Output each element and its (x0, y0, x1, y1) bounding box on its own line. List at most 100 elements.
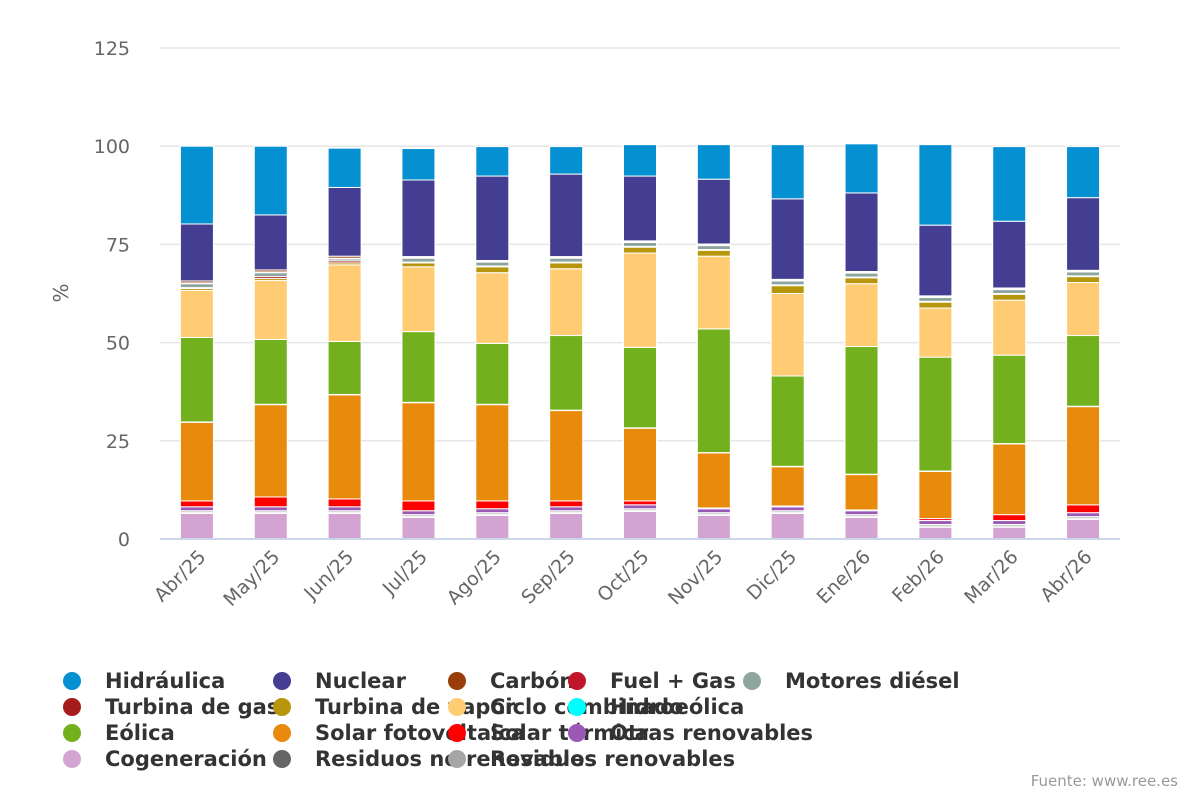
bar-segment (696, 249, 731, 257)
legend-item[interactable]: Solar fotovoltaica (265, 720, 525, 746)
legend-item[interactable]: Hidroeólica (560, 694, 744, 720)
y-tick-label: 50 (106, 333, 130, 355)
bar-segment (844, 474, 879, 511)
legend-item[interactable] (735, 720, 935, 746)
bar-segment (179, 145, 214, 225)
y-axis-ticks: 0 25 50 75 100 125 (94, 38, 130, 551)
bar-segment (696, 255, 731, 330)
bar-segment (475, 146, 510, 177)
y-tick-label: 0 (118, 529, 130, 551)
y-tick-label: 100 (94, 136, 130, 158)
bar-segment (179, 421, 214, 502)
bar-segment (179, 336, 214, 423)
legend-item[interactable]: Otras renovables (560, 720, 813, 746)
y-axis-label: % (49, 283, 73, 302)
legend-marker-icon (63, 724, 81, 742)
legend-item[interactable]: Motores diésel (735, 668, 960, 694)
bar-segment (327, 340, 362, 395)
bar-segment (1066, 518, 1101, 540)
legend-marker-icon (273, 750, 291, 768)
bar-segment (401, 262, 436, 268)
bar-segment (623, 144, 657, 177)
legend-item[interactable]: Hidráulica (55, 668, 265, 694)
legend-item[interactable] (735, 694, 935, 720)
legend-item[interactable]: Turbina de vapor (265, 694, 515, 720)
legend-label: Nuclear (315, 669, 406, 693)
bar-segment (549, 410, 584, 502)
legend-item[interactable]: Fuel + Gas (560, 668, 736, 694)
bar-segment (770, 198, 805, 280)
bar-segment (549, 506, 584, 512)
bar-segment (475, 508, 510, 514)
legend-item[interactable]: Residuos no renovables (265, 746, 597, 772)
legend-marker-icon (568, 672, 586, 690)
bar-segment (696, 144, 731, 180)
bar-segment (253, 512, 288, 540)
bar-segment (401, 331, 436, 403)
bar-segment (179, 223, 214, 282)
legend-item[interactable]: Nuclear (265, 668, 440, 694)
bar-segment (327, 512, 362, 540)
x-tick-label: Ene/26 (813, 546, 875, 608)
legend-label: Hidroeólica (610, 695, 745, 719)
x-tick-label: Nov/25 (664, 546, 727, 609)
bar-segment (844, 272, 879, 278)
legend-item[interactable]: Residuos renovables (440, 746, 735, 772)
bar-segment (401, 257, 436, 263)
bar-segment (918, 307, 953, 358)
bar-segment (253, 496, 288, 508)
bar-segment (696, 328, 731, 454)
bar-segment (623, 175, 657, 242)
bar-segment (992, 146, 1027, 222)
legend-marker-icon (273, 698, 291, 716)
bar-segment (623, 346, 657, 429)
legend-item[interactable]: Cogeneración (55, 746, 267, 772)
bar-segment (401, 500, 436, 512)
x-tick-label: Ago/25 (443, 546, 506, 609)
bar-segment (253, 272, 288, 278)
bars (179, 143, 1101, 540)
bar-segment (401, 179, 436, 258)
bar-segment (327, 186, 362, 257)
bar-segment (549, 512, 584, 540)
bar-segment (401, 148, 436, 181)
bar-segment (770, 285, 805, 295)
bar-segment (401, 510, 436, 516)
bar-segment (770, 506, 805, 512)
legend-label: Eólica (105, 721, 175, 745)
source-credit: Fuente: www.ree.es (1030, 772, 1178, 790)
y-tick-label: 75 (106, 234, 130, 256)
bar-segment (623, 427, 657, 502)
legend-label: Ciclo combinado (490, 695, 684, 719)
bar-segment (918, 470, 953, 520)
bar-segment (696, 508, 731, 514)
stacked-bar-chart: 0 25 50 75 100 125 % Abr/25 May/25 Jun/25 Jul/25… (49, 38, 1120, 611)
legend-item[interactable]: Turbina de gas (55, 694, 279, 720)
bar-segment (623, 252, 657, 348)
legend-item[interactable]: Solar térmica (440, 720, 649, 746)
bar-segment (844, 346, 879, 475)
legend-label: Turbina de gas (105, 695, 280, 719)
legend-item[interactable]: Eólica (55, 720, 265, 746)
bar-segment (1066, 197, 1101, 271)
bar-segment (918, 296, 953, 302)
bar-segment (475, 272, 510, 344)
bar-segment (253, 280, 288, 340)
legend-label: Otras renovables (610, 721, 814, 745)
legend-label: Fuel + Gas (610, 669, 736, 693)
bar-segment (918, 301, 953, 309)
bar-segment (475, 266, 510, 274)
legend-item[interactable]: Carbón (440, 668, 574, 694)
x-tick-label: Feb/26 (888, 546, 949, 607)
bar-segment (918, 526, 953, 540)
bar-segment (918, 224, 953, 297)
bar-segment (549, 268, 584, 337)
bar-segment (327, 394, 362, 500)
legend-marker-icon (63, 698, 81, 716)
bar-segment (844, 283, 879, 348)
legend-marker-icon (448, 750, 466, 768)
bar-segment (992, 514, 1027, 522)
legend-item[interactable]: Ciclo combinado (440, 694, 684, 720)
x-tick-label: Abr/25 (150, 546, 210, 606)
bar-segment (1066, 271, 1101, 277)
